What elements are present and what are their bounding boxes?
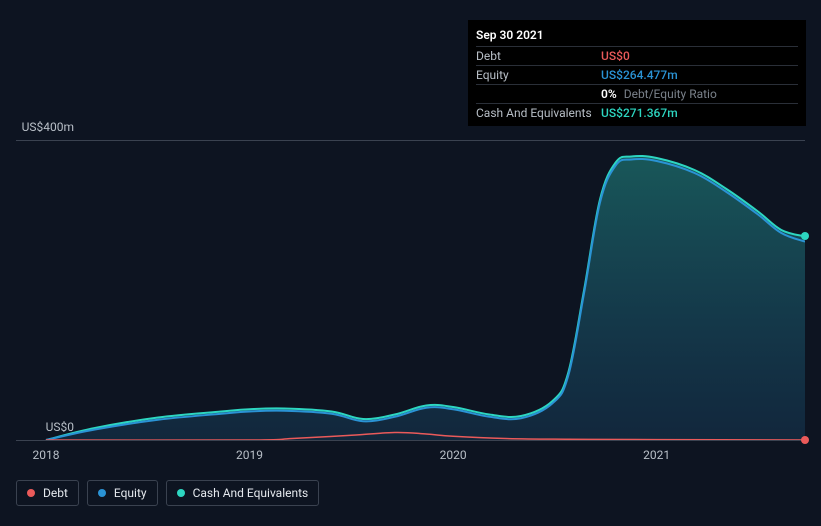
x-tick-label: 2019 <box>236 448 263 462</box>
tooltip-value: US$0 <box>601 49 630 63</box>
end-marker-cash <box>801 232 809 240</box>
tooltip-label: Debt <box>476 49 601 63</box>
legend-item-equity[interactable]: Equity <box>87 480 158 506</box>
tooltip-date: Sep 30 2021 <box>476 26 798 46</box>
x-tick-label: 2018 <box>32 448 59 462</box>
x-tick-label: 2020 <box>440 448 467 462</box>
tooltip-panel: Sep 30 2021 Debt US$0 Equity US$264.477m… <box>468 20 806 126</box>
legend-label: Cash And Equivalents <box>193 486 309 500</box>
legend-label: Equity <box>114 486 147 500</box>
legend-label: Debt <box>43 486 68 500</box>
end-marker-debt <box>801 436 809 444</box>
tooltip-row-ratio: 0% Debt/Equity Ratio <box>476 84 798 103</box>
legend-dot-icon <box>98 489 106 497</box>
tooltip-row-debt: Debt US$0 <box>476 46 798 65</box>
tooltip-value: US$271.367m <box>601 106 678 120</box>
legend-dot-icon <box>27 489 35 497</box>
cash-area <box>46 156 805 440</box>
chart-area[interactable]: US$400m US$0 2018 2019 2020 2021 <box>16 140 805 440</box>
legend-item-cash[interactable]: Cash And Equivalents <box>166 480 320 506</box>
tooltip-label <box>476 87 601 101</box>
tooltip-label: Equity <box>476 68 601 82</box>
tooltip-sublabel: Debt/Equity Ratio <box>624 87 717 101</box>
tooltip-row-cash: Cash And Equivalents US$271.367m <box>476 103 798 122</box>
x-axis-baseline <box>16 440 805 441</box>
tooltip-value: US$264.477m <box>601 68 678 82</box>
tooltip-value: 0% <box>601 87 617 101</box>
legend-dot-icon <box>177 489 185 497</box>
tooltip-label: Cash And Equivalents <box>476 106 601 120</box>
legend-item-debt[interactable]: Debt <box>16 480 79 506</box>
chart-svg <box>16 140 805 440</box>
y-axis-label-max: US$400m <box>22 120 74 134</box>
legend: Debt Equity Cash And Equivalents <box>16 480 319 506</box>
tooltip-row-equity: Equity US$264.477m <box>476 65 798 84</box>
x-tick-label: 2021 <box>643 448 670 462</box>
